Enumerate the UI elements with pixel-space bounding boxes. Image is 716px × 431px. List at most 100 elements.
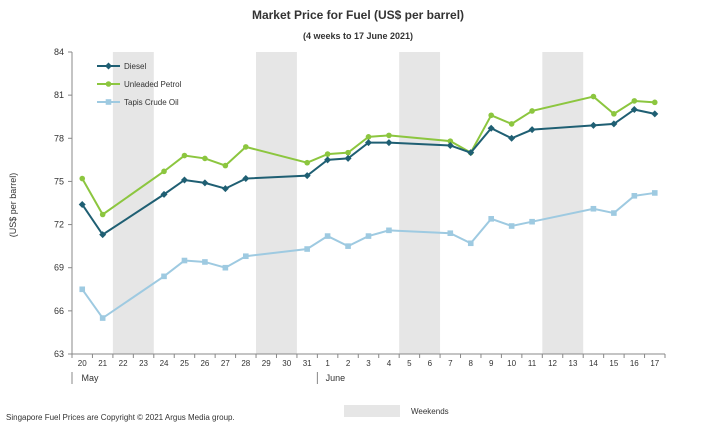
x-tick-label: 13 (569, 359, 578, 368)
x-tick-label: 21 (98, 359, 107, 368)
x-tick-label: 31 (303, 359, 312, 368)
x-tick-label: 6 (428, 359, 433, 368)
chart-title: Market Price for Fuel (US$ per barrel) (251, 8, 465, 22)
data-point (631, 193, 638, 199)
data-point (180, 176, 188, 184)
data-point (243, 253, 249, 260)
y-tick-label: 81 (54, 90, 64, 100)
data-point (508, 121, 515, 127)
x-tick-label: 11 (528, 359, 537, 368)
data-point (386, 132, 392, 139)
data-point (303, 172, 311, 180)
y-tick-label: 75 (54, 176, 64, 186)
data-point (467, 240, 474, 247)
data-point (345, 243, 351, 249)
data-point (79, 175, 86, 182)
x-tick-label: 12 (548, 359, 557, 368)
data-point (365, 139, 372, 147)
data-point (488, 112, 494, 119)
y-tick-label: 72 (54, 220, 64, 230)
data-point (99, 315, 106, 321)
data-point (324, 156, 332, 164)
x-tick-label: 23 (139, 359, 148, 368)
data-point (447, 138, 454, 144)
data-point (447, 230, 454, 236)
y-tick-label: 66 (54, 306, 64, 316)
x-tick-label: 15 (609, 359, 618, 368)
data-point (651, 190, 658, 196)
x-tick-label: 24 (160, 359, 169, 368)
y-tick-label: 63 (54, 349, 64, 359)
data-point (324, 151, 331, 157)
x-tick-label: 25 (180, 359, 189, 368)
data-point (590, 205, 597, 212)
x-tick-label: 3 (366, 359, 371, 368)
data-point (610, 120, 618, 128)
x-tick-label: 10 (507, 359, 516, 368)
data-point (201, 179, 209, 187)
data-point (304, 159, 310, 166)
x-tick-label: 9 (489, 359, 494, 368)
data-point (630, 106, 638, 114)
data-point (160, 190, 168, 198)
x-tick-label: 7 (448, 359, 453, 368)
data-point (589, 121, 597, 129)
data-point (221, 185, 229, 193)
data-point (242, 175, 250, 183)
month-label: May (81, 373, 99, 383)
data-point (344, 154, 352, 162)
x-tick-label: 8 (469, 359, 474, 368)
data-point (181, 257, 188, 264)
data-point (99, 211, 106, 218)
data-point (446, 141, 454, 149)
data-point (243, 144, 249, 150)
data-point (304, 246, 310, 252)
data-point (386, 227, 392, 234)
x-tick-label: 1 (325, 359, 330, 368)
legend-marker (105, 81, 112, 87)
data-point (467, 149, 475, 157)
weekend-band (542, 52, 584, 354)
data-point (529, 108, 535, 114)
data-point (202, 155, 208, 162)
x-tick-label: 16 (630, 359, 639, 368)
data-point (631, 98, 638, 104)
data-point (611, 111, 617, 117)
x-tick-label: 28 (241, 359, 250, 368)
data-point (78, 200, 86, 208)
data-point (487, 124, 495, 132)
data-point (508, 223, 515, 229)
data-point (222, 264, 229, 271)
data-point (651, 110, 659, 118)
x-tick-label: 14 (589, 359, 598, 368)
x-tick-label: 5 (407, 359, 412, 368)
legend-marker (105, 62, 112, 70)
data-point (202, 259, 208, 265)
chart-subtitle: (4 weeks to 17 June 2021) (302, 31, 414, 41)
data-point (161, 168, 167, 175)
data-point (222, 162, 229, 169)
data-point (99, 231, 107, 239)
legend-label: Diesel (124, 62, 146, 71)
weekend-band (399, 52, 441, 354)
legend-label: Unleaded Petrol (124, 80, 182, 89)
x-tick-label: 27 (221, 359, 230, 368)
data-point (528, 126, 536, 134)
x-tick-label: 4 (387, 359, 392, 368)
x-tick-label: 20 (78, 359, 87, 368)
y-tick-label: 78 (54, 133, 64, 143)
data-point (365, 134, 372, 140)
data-point (385, 139, 393, 147)
x-tick-label: 2 (346, 359, 351, 368)
weekend-legend-label: Weekends (411, 407, 449, 416)
x-tick-label: 17 (650, 359, 659, 368)
data-point (365, 233, 372, 239)
data-point (345, 149, 351, 156)
data-point (651, 99, 658, 106)
x-tick-label: 29 (262, 359, 271, 368)
data-point (488, 216, 494, 222)
x-tick-label: 26 (200, 359, 209, 368)
data-point (529, 218, 535, 225)
data-point (181, 152, 188, 159)
